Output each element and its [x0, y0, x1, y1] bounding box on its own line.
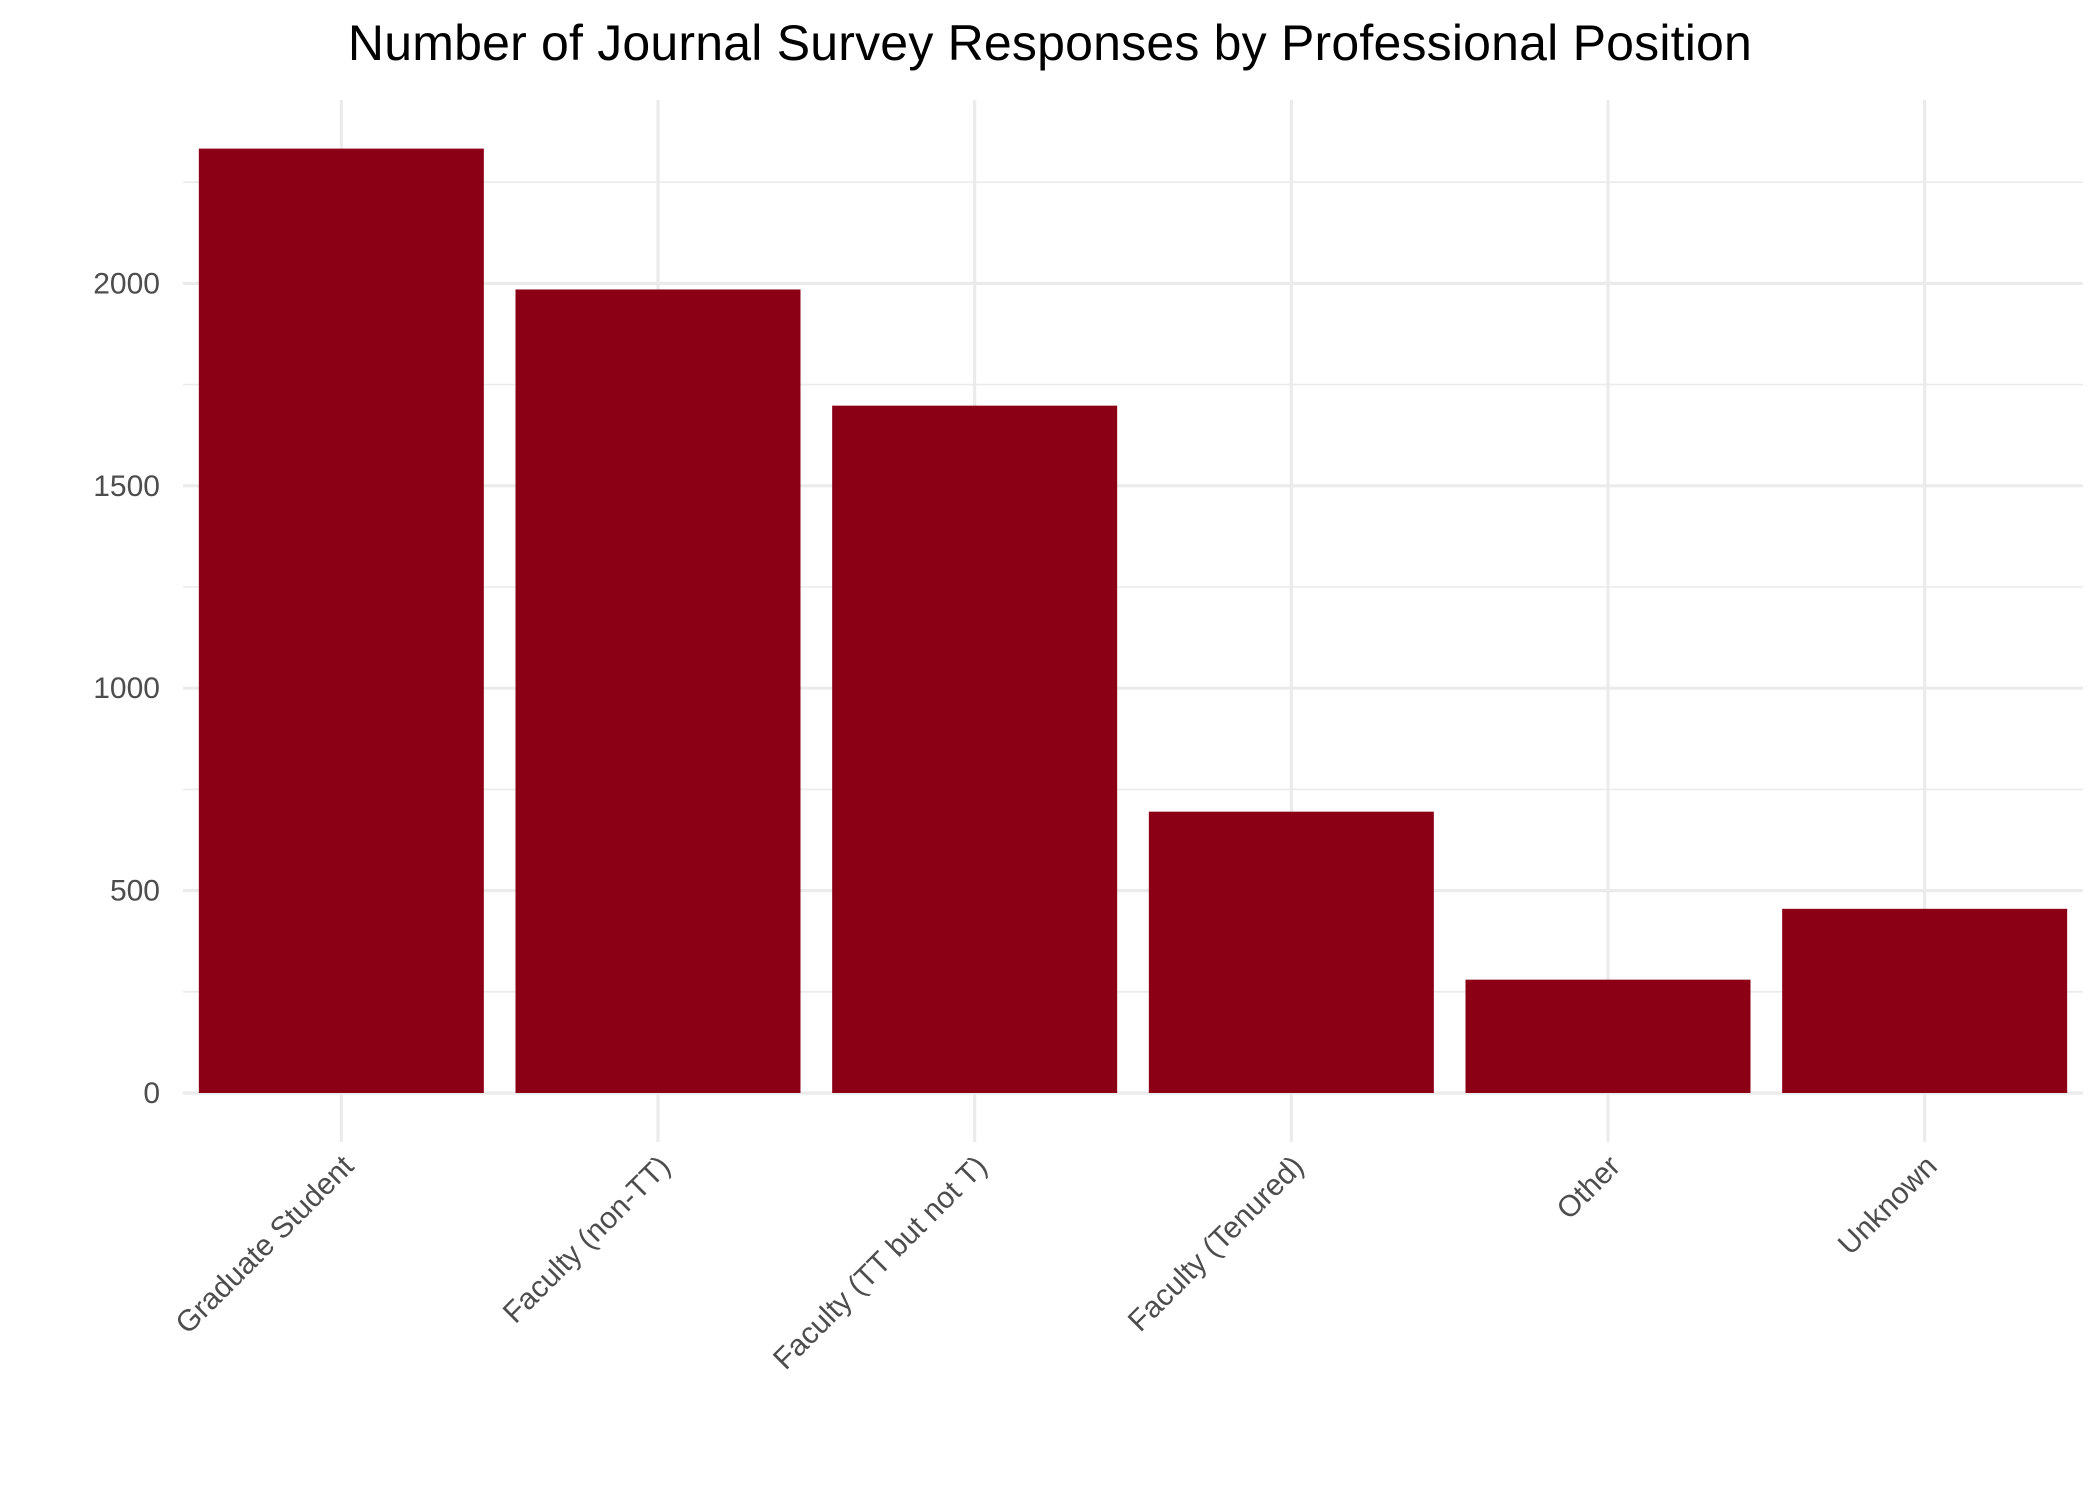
- bar: [1148, 811, 1434, 1093]
- x-tick-label: Other: [1551, 1150, 1627, 1226]
- x-tick-label: Graduate Student: [169, 1149, 360, 1340]
- x-tick-label: Faculty (non-TT): [497, 1150, 677, 1330]
- bar: [198, 148, 484, 1094]
- x-tick-label: Faculty (Tenured): [1122, 1150, 1310, 1338]
- chart-title: Number of Journal Survey Responses by Pr…: [347, 15, 1753, 71]
- bars: [198, 148, 2068, 1094]
- y-tick-label: 0: [143, 1077, 160, 1110]
- x-tick-label: Faculty (TT but not T): [767, 1150, 994, 1377]
- bar: [1465, 979, 1751, 1093]
- y-tick-label: 2000: [93, 267, 160, 300]
- bar: [832, 405, 1118, 1093]
- x-axis-tick-labels: Graduate Student Faculty (non-TT) Faculty …: [169, 1149, 1943, 1376]
- bar: [1782, 908, 2068, 1093]
- x-tick-label: Unknown: [1832, 1150, 1944, 1262]
- y-axis-tick-labels: 0 500 1000 1500 2000: [93, 267, 160, 1110]
- bar: [515, 289, 801, 1093]
- y-tick-label: 500: [110, 875, 160, 908]
- y-tick-label: 1500: [93, 470, 160, 503]
- y-tick-label: 1000: [93, 672, 160, 705]
